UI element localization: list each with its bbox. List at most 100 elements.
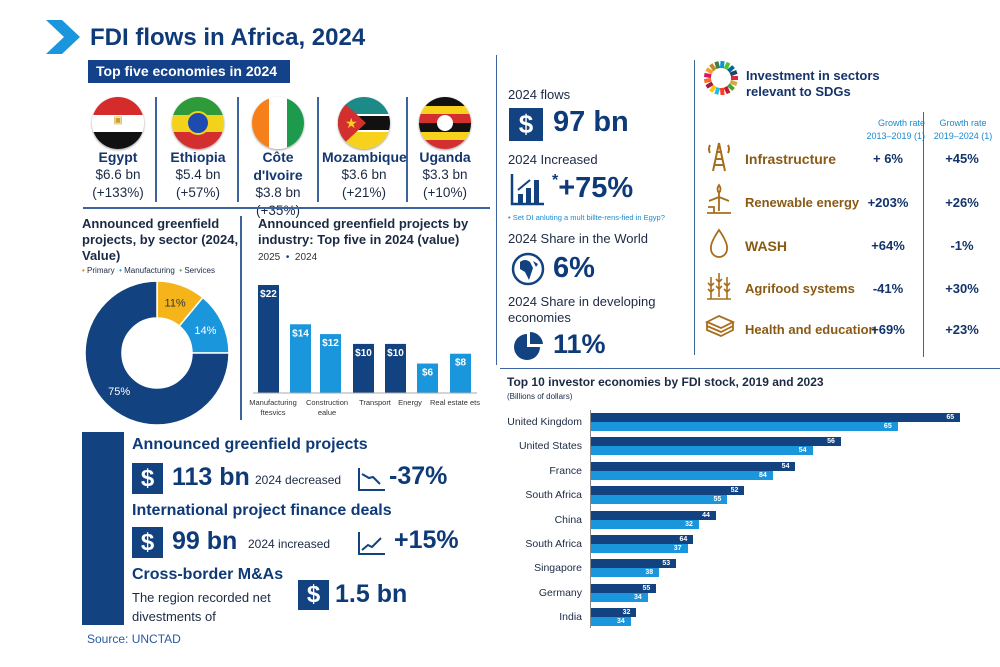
wheel-segment bbox=[703, 72, 712, 79]
col-header-2019-2024: Growth rate 2019–2024 (1) bbox=[933, 118, 993, 141]
col-header-2013-2019: Growth rate 2013–2019 (1) bbox=[866, 118, 925, 141]
category-label: India bbox=[559, 611, 582, 624]
bar-label: 53 bbox=[662, 560, 671, 568]
wheel-segment bbox=[714, 87, 721, 95]
bar-label: $6 bbox=[422, 368, 434, 379]
sdg-sector-label: Agrifood systems bbox=[745, 281, 855, 296]
category-label: United Kingdom bbox=[507, 416, 582, 428]
wind-turbine-icon bbox=[707, 183, 731, 214]
bar-label: $10 bbox=[355, 348, 372, 359]
bar-2019: 55 bbox=[591, 495, 728, 505]
wheel-segment bbox=[729, 79, 738, 87]
water-drop-icon bbox=[710, 228, 728, 258]
developing-share-label: 2024 Share in developing economies bbox=[508, 294, 656, 325]
category-label: Transport bbox=[359, 398, 392, 407]
greenfield-change: -37% bbox=[389, 462, 448, 490]
bar-label: 55 bbox=[713, 496, 722, 504]
footnote: • Set DI anluting a mult billte-rens-fie… bbox=[508, 213, 665, 222]
wheel-segment bbox=[723, 86, 731, 95]
industry-bar-chart: $22 $14 $12 $10 $10 $6 $8 Manufacturingftesvics… bbox=[249, 285, 480, 417]
bar-2019: 54 bbox=[591, 446, 813, 456]
bar bbox=[258, 285, 279, 393]
economy-uganda: Uganda $3.3 bn (+10%) bbox=[419, 149, 471, 200]
dollar-icon: $ bbox=[132, 527, 163, 558]
increase-value: *+75% bbox=[552, 172, 634, 204]
category-label: South Africa bbox=[525, 538, 582, 550]
bar-2023: 52 bbox=[591, 486, 745, 496]
category-label: ftesvics bbox=[260, 408, 285, 417]
growth-2013-2019: +69% bbox=[871, 322, 905, 337]
bar-label: 38 bbox=[645, 569, 654, 577]
section-banner: Top five economies in 2024 bbox=[88, 60, 290, 83]
bar-label: $12 bbox=[322, 338, 339, 349]
developing-share-value: 11% bbox=[553, 329, 606, 359]
wheel-segment bbox=[719, 87, 725, 96]
ethiopia-flag-icon bbox=[172, 97, 224, 149]
bar bbox=[290, 324, 311, 393]
growth-2013-2019: +64% bbox=[871, 238, 905, 253]
dollar-icon: $ bbox=[132, 463, 163, 494]
source: Source: UNCTAD bbox=[87, 632, 181, 646]
bar-label: $22 bbox=[260, 289, 277, 300]
mozambique-flag-icon: ★ bbox=[338, 97, 390, 149]
bar-2023: 44 bbox=[591, 510, 716, 520]
growth-2019-2024: +45% bbox=[945, 151, 979, 166]
sdg-sector-label: Renewable energy bbox=[745, 195, 860, 210]
wheel-segment bbox=[703, 77, 712, 84]
svg-text:★: ★ bbox=[345, 115, 358, 131]
bar-label: $10 bbox=[387, 348, 404, 359]
category-label: United States bbox=[518, 440, 582, 453]
wheel-segment bbox=[714, 61, 721, 69]
book-icon bbox=[705, 315, 735, 337]
dollar-icon: $ bbox=[298, 580, 329, 610]
bar-label: $14 bbox=[292, 328, 309, 339]
bar-2023: 53 bbox=[591, 559, 677, 569]
bar-2019: 32 bbox=[591, 519, 699, 529]
y-axis bbox=[590, 410, 591, 628]
page-title: FDI flows in Africa, 2024 bbox=[90, 24, 366, 51]
bar-label: 65 bbox=[946, 414, 955, 421]
bar-label: 55 bbox=[642, 584, 651, 592]
greenfield-title: Announced greenfield projects bbox=[132, 436, 368, 453]
bar-label: 32 bbox=[685, 520, 693, 528]
wheel-segment bbox=[727, 83, 735, 91]
industry-chart-title: Announced greenfield projects by industr… bbox=[258, 216, 469, 247]
bar-2019: 34 bbox=[591, 592, 648, 602]
bar bbox=[353, 343, 374, 393]
ma-note: The region recorded net divestments of bbox=[132, 590, 271, 624]
sdg-sector-label: Infrastructure bbox=[745, 151, 837, 167]
ma-title: Cross-border M&As bbox=[132, 566, 284, 583]
bar-label: 37 bbox=[673, 545, 682, 552]
world-share-value: 6% bbox=[553, 252, 595, 284]
bar-label: 34 bbox=[616, 618, 625, 626]
finance-change: +15% bbox=[394, 526, 459, 554]
egypt-flag-icon: ▣ bbox=[92, 97, 144, 149]
flows-label: 2024 flows bbox=[508, 87, 571, 102]
bar bbox=[320, 334, 341, 393]
finance-title: International project finance deals bbox=[132, 502, 392, 519]
growth-2013-2019: + 6% bbox=[873, 151, 903, 166]
globe-icon bbox=[511, 252, 545, 286]
growth-2019-2024: +23% bbox=[945, 322, 979, 337]
ma-value: 1.5 bn bbox=[335, 580, 408, 608]
divider bbox=[500, 368, 1000, 369]
economy-egypt: Egypt $6.6 bn (+133%) bbox=[92, 149, 144, 200]
bar-label: 65 bbox=[883, 423, 892, 430]
investor-chart-subtitle: (Billions of dollars) bbox=[507, 392, 573, 401]
growth-2013-2019: +203% bbox=[867, 195, 909, 210]
economy-cote-divoire: Côte d'Ivoire $3.8 bn (+35%) bbox=[253, 149, 303, 218]
wheel-segment bbox=[719, 60, 725, 69]
wheel-segment bbox=[709, 63, 717, 72]
accent-bar bbox=[82, 432, 124, 625]
bar-2019: 37 bbox=[591, 544, 688, 553]
bar-label: 52 bbox=[730, 487, 739, 495]
sdg-title: Investment in sectors relevant to SDGs bbox=[746, 68, 880, 99]
growth-2013-2019: -41% bbox=[872, 281, 904, 296]
category-label: ealue bbox=[318, 408, 336, 417]
bar-2023: 55 bbox=[591, 583, 657, 593]
bar bbox=[417, 363, 438, 393]
investor-chart-title: Top 10 investor economies by FDI stock, … bbox=[507, 375, 824, 389]
world-share-label: 2024 Share in the World bbox=[508, 231, 648, 246]
growth-2019-2024: -1% bbox=[950, 238, 974, 253]
category-label: Construction bbox=[306, 398, 348, 407]
